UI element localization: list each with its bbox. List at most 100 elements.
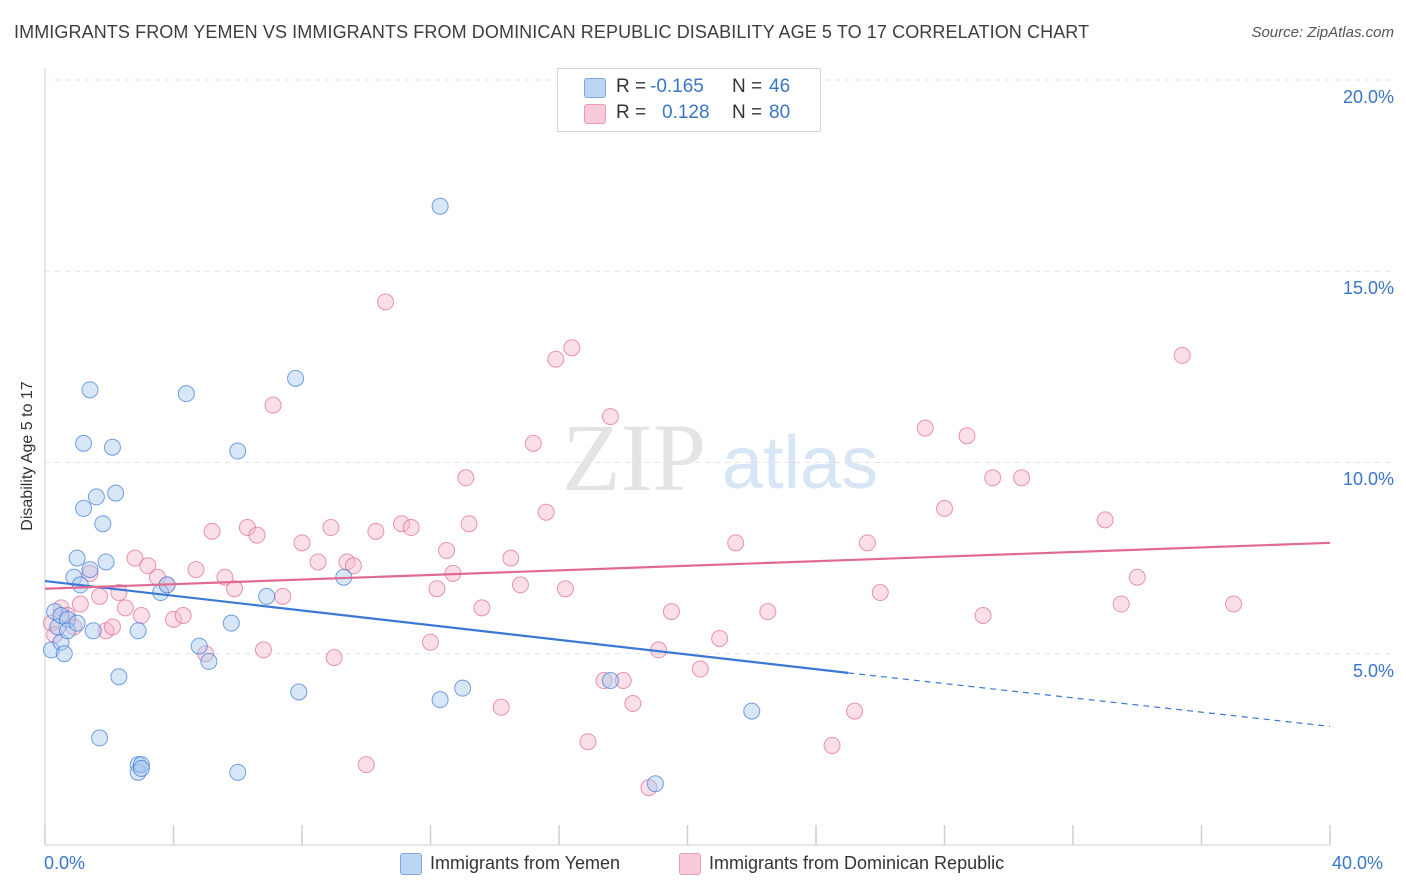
data-point-yemen bbox=[81, 561, 99, 579]
data-point-dominican bbox=[858, 534, 876, 552]
data-point-dominican bbox=[563, 339, 581, 357]
data-point-yemen bbox=[431, 691, 449, 709]
data-point-dominican bbox=[1225, 595, 1243, 613]
trendline-dominican bbox=[44, 541, 1331, 590]
bottom-legend-label-yemen: Immigrants from Yemen bbox=[430, 853, 621, 873]
data-point-dominican bbox=[103, 618, 121, 636]
watermark: ZIP atlas bbox=[562, 404, 878, 511]
data-point-dominican bbox=[116, 599, 134, 617]
legend-r-value: -0.165 bbox=[650, 76, 704, 97]
y-tick-label: 5.0% bbox=[1352, 661, 1394, 681]
data-point-yemen bbox=[190, 637, 208, 655]
data-point-dominican bbox=[248, 526, 266, 544]
data-point-yemen bbox=[87, 488, 105, 506]
data-point-dominican bbox=[1128, 568, 1146, 586]
data-point-dominican bbox=[165, 610, 182, 628]
data-point-dominican bbox=[174, 607, 192, 624]
data-point-yemen bbox=[103, 438, 121, 456]
data-point-dominican bbox=[203, 522, 221, 540]
data-point-dominican bbox=[537, 503, 555, 521]
data-point-yemen bbox=[129, 622, 147, 640]
data-point-yemen bbox=[68, 549, 86, 567]
x-axis-min-label: 0.0% bbox=[44, 853, 86, 873]
data-point-yemen bbox=[177, 385, 195, 403]
data-point-yemen bbox=[107, 484, 125, 502]
x-axis-max-label: 40.0% bbox=[1332, 853, 1384, 873]
data-point-dominican bbox=[727, 534, 745, 552]
data-point-dominican bbox=[457, 469, 475, 487]
data-point-dominican bbox=[322, 519, 340, 537]
legend-r-label: R = bbox=[616, 102, 647, 123]
data-point-dominican bbox=[422, 633, 439, 651]
trendlines bbox=[44, 541, 1331, 728]
data-point-dominican bbox=[524, 434, 542, 452]
series-dominican bbox=[42, 293, 1243, 797]
data-point-dominican bbox=[473, 599, 491, 617]
data-point-dominican bbox=[974, 607, 992, 624]
legend-swatch-dominican bbox=[584, 104, 606, 124]
data-point-yemen bbox=[601, 672, 619, 690]
data-point-yemen bbox=[91, 729, 109, 747]
data-point-dominican bbox=[759, 603, 777, 621]
data-point-dominican bbox=[916, 419, 934, 437]
data-point-dominican bbox=[71, 595, 89, 613]
bottom-legend-swatch-yemen bbox=[400, 853, 422, 875]
data-point-dominican bbox=[293, 534, 311, 552]
data-point-dominican bbox=[614, 672, 632, 690]
data-point-dominican bbox=[511, 576, 529, 594]
data-point-yemen bbox=[258, 587, 276, 605]
data-point-dominican bbox=[226, 580, 244, 598]
data-point-dominican bbox=[132, 607, 150, 624]
data-point-dominican bbox=[460, 515, 478, 533]
data-point-dominican bbox=[91, 587, 109, 605]
data-point-dominican bbox=[254, 641, 272, 659]
data-point-yemen bbox=[68, 614, 86, 632]
data-point-yemen bbox=[646, 775, 664, 793]
axes bbox=[44, 68, 1331, 846]
data-point-dominican bbox=[492, 698, 510, 716]
bottom-legend-swatch-dominican bbox=[679, 853, 701, 875]
data-point-dominican bbox=[1096, 511, 1114, 529]
data-point-yemen bbox=[132, 756, 150, 774]
data-point-dominican bbox=[1112, 595, 1130, 613]
data-point-yemen bbox=[75, 434, 93, 452]
data-point-dominican bbox=[393, 515, 411, 533]
legend-n-label: N = bbox=[732, 102, 763, 123]
data-point-dominican bbox=[438, 541, 456, 559]
watermark-zip: ZIP bbox=[562, 404, 706, 511]
data-point-dominican bbox=[936, 499, 953, 517]
data-point-yemen bbox=[222, 614, 240, 632]
data-point-yemen bbox=[110, 668, 128, 686]
legend-n-label: N = bbox=[732, 76, 763, 97]
y-axis-label: Disability Age 5 to 17 bbox=[19, 381, 36, 531]
data-point-dominican bbox=[547, 350, 565, 368]
data-point-dominican bbox=[126, 549, 144, 567]
data-point-dominican bbox=[367, 522, 385, 540]
data-point-dominican bbox=[309, 553, 327, 571]
data-point-dominican bbox=[402, 519, 420, 537]
bottom-legend-label-dominican: Immigrants from Dominican Republic bbox=[709, 853, 1005, 873]
data-point-dominican bbox=[691, 660, 709, 678]
data-point-dominican bbox=[377, 293, 395, 311]
data-point-dominican bbox=[871, 584, 889, 602]
source-label: Source: ZipAtlas.com bbox=[1251, 24, 1394, 41]
data-point-dominican bbox=[711, 629, 729, 647]
data-point-yemen bbox=[94, 515, 112, 533]
data-point-yemen bbox=[287, 369, 305, 387]
trendline-yemen bbox=[44, 579, 849, 674]
data-point-yemen bbox=[431, 197, 449, 215]
data-point-yemen bbox=[290, 683, 308, 701]
data-point-dominican bbox=[579, 733, 597, 751]
data-point-dominican bbox=[823, 737, 841, 755]
data-point-yemen bbox=[84, 622, 102, 640]
data-point-dominican bbox=[274, 587, 292, 605]
data-point-dominican bbox=[81, 564, 99, 582]
legend-n-value: 46 bbox=[769, 76, 791, 97]
data-point-yemen bbox=[55, 645, 73, 663]
data-point-yemen bbox=[81, 381, 99, 399]
trendline-extension-yemen bbox=[848, 672, 1331, 728]
data-point-dominican bbox=[958, 427, 976, 445]
y-tick-label: 20.0% bbox=[1342, 87, 1394, 107]
data-point-yemen bbox=[229, 442, 247, 460]
